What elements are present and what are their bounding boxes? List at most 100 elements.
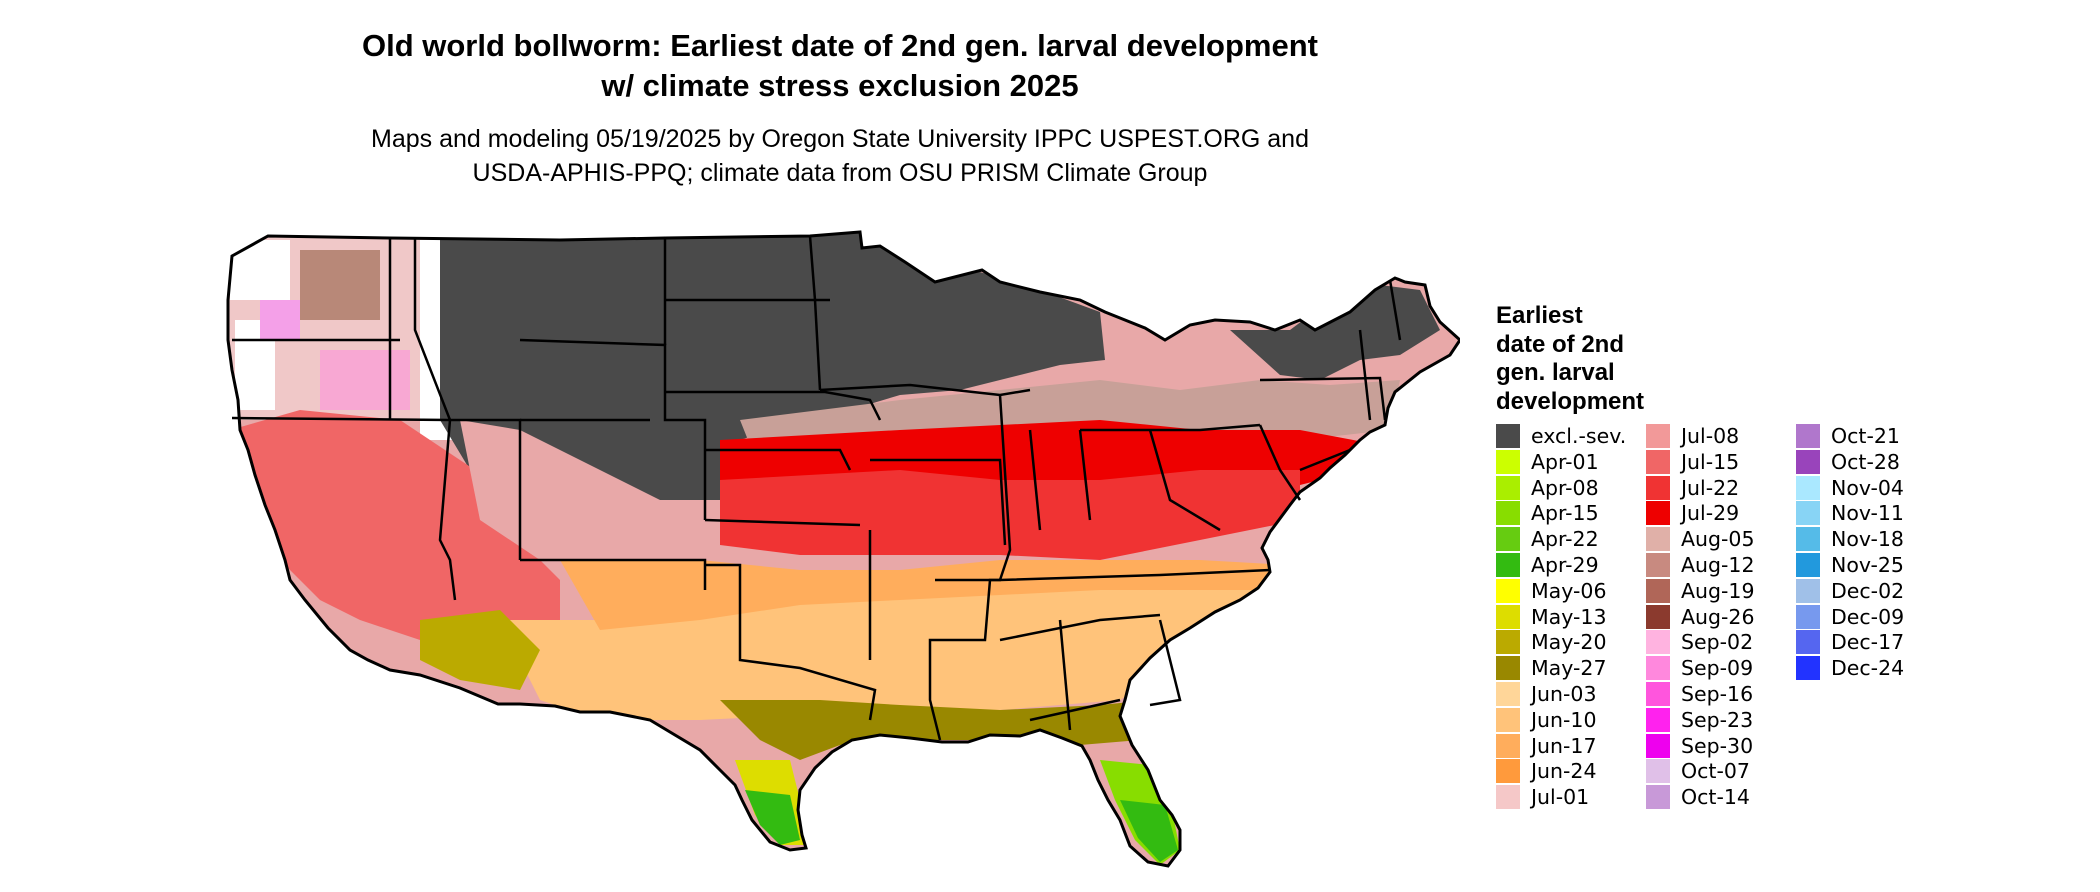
- legend-label: Apr-22: [1531, 527, 1599, 552]
- legend-item: Aug-12: [1646, 553, 1755, 577]
- legend-item: Jul-08: [1646, 424, 1739, 448]
- legend-swatch: [1496, 527, 1520, 552]
- legend-label: Sep-09: [1681, 656, 1754, 681]
- legend-item: Jul-01: [1496, 785, 1590, 810]
- legend-label: Sep-02: [1681, 630, 1754, 655]
- legend-label: Dec-24: [1831, 656, 1905, 681]
- legend-item: Aug-05: [1646, 527, 1755, 552]
- map-raster: [228, 232, 1460, 866]
- legend-item: May-13: [1496, 604, 1607, 629]
- legend-label: Apr-01: [1531, 449, 1599, 474]
- legend-swatch: [1496, 733, 1520, 758]
- map-title: Old world bollworm: Earliest date of 2nd…: [200, 26, 1480, 106]
- legend-item: May-06: [1496, 578, 1607, 603]
- legend-swatch: [1646, 759, 1670, 784]
- legend-swatch: [1496, 656, 1520, 681]
- legend-item: Jul-29: [1646, 501, 1740, 526]
- legend-label: Nov-18: [1831, 527, 1904, 552]
- legend-label: May-20: [1531, 630, 1607, 655]
- legend-item: Dec-24: [1796, 656, 1905, 681]
- legend-swatch: [1646, 578, 1670, 603]
- legend-item: Oct-28: [1796, 449, 1900, 474]
- legend-label: Aug-05: [1681, 527, 1755, 552]
- legend-swatch: [1646, 656, 1670, 681]
- legend-swatch: [1646, 707, 1670, 732]
- legend-swatch: [1646, 501, 1670, 526]
- legend-swatch: [1496, 424, 1520, 448]
- legend-label: Jul-15: [1681, 449, 1740, 474]
- legend-title: Earliest date of 2nd gen. larval develop…: [1496, 302, 1644, 416]
- legend-swatch: [1646, 449, 1670, 474]
- legend-label: Aug-12: [1681, 553, 1755, 577]
- map-subtitle-line-1: Maps and modeling 05/19/2025 by Oregon S…: [371, 125, 1309, 153]
- legend-item: Jul-22: [1646, 475, 1740, 500]
- legend-label: Jun-10: [1531, 707, 1597, 732]
- legend-item: Jun-03: [1496, 682, 1597, 706]
- legend-swatch: [1796, 656, 1820, 681]
- legend-title-line-3: gen. larval: [1496, 359, 1615, 386]
- legend-item: May-20: [1496, 630, 1607, 655]
- legend-label: Dec-02: [1831, 578, 1905, 603]
- legend-label: Jul-08: [1681, 424, 1740, 448]
- legend-item: Jul-15: [1646, 449, 1740, 474]
- legend-item: Nov-11: [1796, 501, 1904, 526]
- legend-item: Dec-17: [1796, 630, 1905, 655]
- legend-item: Apr-08: [1496, 475, 1599, 500]
- legend-label: Oct-14: [1681, 785, 1750, 810]
- legend-label: Jun-17: [1531, 733, 1597, 758]
- legend-title-line-2: date of 2nd: [1496, 330, 1625, 358]
- legend-item: Dec-09: [1796, 604, 1904, 629]
- legend-item: Nov-25: [1796, 553, 1904, 577]
- legend-swatch: [1496, 449, 1520, 474]
- legend-item: Nov-04: [1796, 475, 1904, 500]
- legend-swatch: [1646, 630, 1670, 655]
- legend-swatch: [1496, 707, 1520, 732]
- legend-swatch: [1796, 424, 1820, 448]
- legend-swatch: [1646, 475, 1670, 500]
- legend-label: Apr-29: [1531, 553, 1599, 577]
- legend-label: Jul-22: [1681, 475, 1740, 500]
- legend-item: Sep-09: [1646, 656, 1754, 681]
- legend-swatch: [1796, 475, 1820, 500]
- legend-swatch: [1646, 785, 1670, 810]
- legend-label: May-13: [1531, 604, 1607, 629]
- legend-label: Oct-28: [1831, 449, 1900, 474]
- legend-label: Nov-25: [1831, 553, 1904, 577]
- legend-swatch: [1496, 553, 1520, 577]
- legend-swatch: [1496, 759, 1520, 784]
- legend-item: Jun-24: [1496, 759, 1597, 784]
- legend-swatch: [1796, 630, 1820, 655]
- legend-swatch: [1496, 578, 1520, 603]
- legend-item: Dec-02: [1796, 578, 1905, 603]
- legend-swatch: [1646, 604, 1670, 629]
- us-map: [226, 230, 1460, 868]
- legend-swatch: [1496, 682, 1520, 706]
- legend-swatch: [1646, 733, 1670, 758]
- legend-label: Jun-24: [1531, 759, 1597, 784]
- legend-label: May-27: [1531, 656, 1607, 681]
- legend-label: Aug-26: [1681, 604, 1755, 629]
- map-title-line-2: w/ climate stress exclusion 2025: [601, 68, 1079, 103]
- legend-item: Apr-01: [1496, 449, 1599, 474]
- legend-label: excl.-sev.: [1531, 424, 1627, 448]
- legend-item: Aug-19: [1646, 578, 1755, 603]
- legend-swatch: [1796, 553, 1820, 577]
- legend-swatch: [1796, 501, 1820, 526]
- legend-title-line-4: development: [1496, 387, 1645, 415]
- legend-label: Jun-03: [1531, 682, 1597, 706]
- legend-label: Dec-17: [1831, 630, 1905, 655]
- legend-label: Jul-29: [1681, 501, 1740, 526]
- legend-item: Apr-22: [1496, 527, 1599, 552]
- legend-item: Oct-14: [1646, 785, 1750, 810]
- legend-swatch: [1796, 604, 1820, 629]
- legend-swatch: [1646, 527, 1670, 552]
- legend-swatch: [1646, 424, 1670, 448]
- map-title-line-1: Old world bollworm: Earliest date of 2nd…: [361, 28, 1318, 63]
- legend-label: May-06: [1531, 578, 1607, 603]
- legend-swatch: [1796, 449, 1820, 474]
- legend-swatch: [1496, 785, 1520, 810]
- legend-item: Sep-16: [1646, 682, 1753, 706]
- legend-swatch: [1496, 501, 1520, 526]
- legend-label: Apr-08: [1531, 475, 1599, 500]
- legend-label: Jul-01: [1531, 785, 1590, 810]
